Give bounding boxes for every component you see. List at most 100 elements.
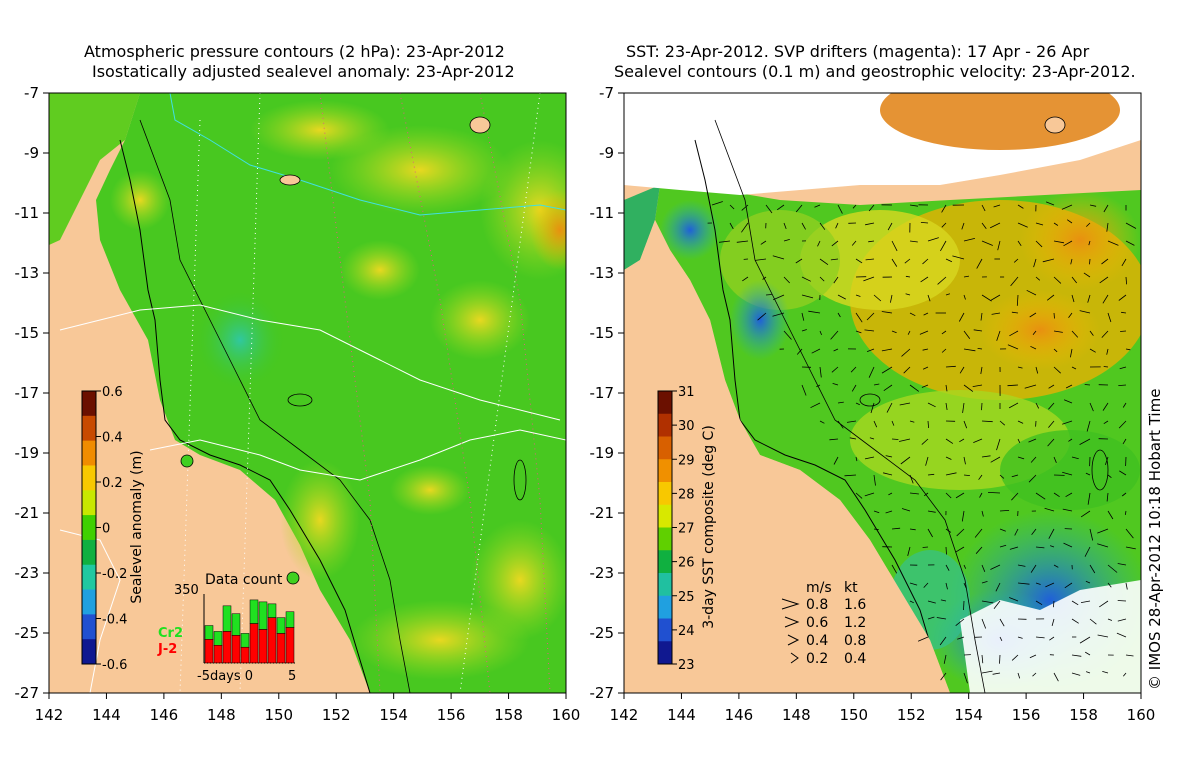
velocity-vector <box>945 293 951 296</box>
velocity-vector <box>816 384 821 388</box>
left-colorbar-segment <box>82 589 96 615</box>
velocity-vector <box>945 456 952 460</box>
velocity-vector <box>899 438 911 442</box>
velocity-vector <box>760 240 767 245</box>
velocity-vector <box>981 510 984 517</box>
velocity-vector <box>1014 528 1019 536</box>
velocity-vector <box>810 402 821 409</box>
left-x-tick-label: 158 <box>494 706 523 724</box>
right-x-tick-label: 158 <box>1069 706 1098 724</box>
right-y-tick-label: -27 <box>590 684 615 702</box>
velocity-vector <box>831 240 839 247</box>
left-colorbar-segment <box>82 639 96 665</box>
velocity-vector <box>1009 546 1019 550</box>
velocity-vector <box>927 528 933 538</box>
velocity-vector <box>963 348 976 352</box>
right-x-tick-label: 142 <box>610 706 639 724</box>
velocity-vector <box>762 276 767 280</box>
velocity-legend: m/s kt 0.8 1.6 0.6 1.2 0.4 0.8 0.2 0.4 <box>781 580 866 667</box>
velocity-vector <box>907 546 911 557</box>
right-map <box>624 93 1141 693</box>
velocity-vector <box>837 312 841 318</box>
velocity-vector <box>945 546 947 555</box>
velocity-vector <box>923 312 929 316</box>
data-count-bar-j2 <box>204 639 214 664</box>
velocity-vector <box>974 528 983 538</box>
velocity-vector <box>1035 276 1041 281</box>
velocity-vector <box>955 618 965 627</box>
left-colorbar-segment <box>82 614 96 640</box>
velocity-vector <box>945 492 952 499</box>
left-y-tick-label: -13 <box>15 264 40 282</box>
velocity-vector <box>993 204 1001 208</box>
velocity-vector <box>1125 654 1134 657</box>
velocity-vector <box>801 222 806 230</box>
velocity-legend-ms: 0.4 <box>806 633 828 649</box>
right-colorbar-tick-label: 25 <box>678 590 695 605</box>
velocity-vector <box>1102 294 1109 304</box>
velocity-vector <box>1007 384 1019 387</box>
right-y-tick-label: -19 <box>590 444 615 462</box>
velocity-vector <box>783 330 792 340</box>
velocity-vector <box>976 258 983 269</box>
left-colorbar-segment <box>82 440 96 466</box>
right-title-line1: SST: 23-Apr-2012. SVP drifters (magenta)… <box>626 42 1090 61</box>
velocity-vector <box>1120 330 1127 332</box>
velocity-vector <box>850 366 857 373</box>
velocity-vector <box>1065 492 1073 498</box>
velocity-vector <box>963 474 970 476</box>
velocity-vector <box>1017 564 1026 567</box>
velocity-vector <box>1119 470 1127 476</box>
velocity-vector <box>1063 240 1073 247</box>
velocity-vector <box>1063 542 1073 548</box>
velocity-vector <box>801 384 807 396</box>
left-axes: 142 144 146 148 150 152 154 156 158 160 -7 -9 -11 -13… <box>15 84 581 724</box>
velocity-vector <box>1024 384 1037 389</box>
velocity-vector <box>873 294 882 302</box>
velocity-vector <box>783 276 790 284</box>
velocity-vector <box>1122 402 1127 408</box>
velocity-vector <box>981 420 993 423</box>
left-title-line2: Isostatically adjusted sealevel anomaly:… <box>92 62 515 81</box>
velocity-vector <box>1097 543 1109 548</box>
right-colorbar-tick-label: 31 <box>678 385 695 400</box>
velocity-legend-kt: 0.8 <box>844 633 866 649</box>
velocity-vector <box>801 312 805 321</box>
velocity-vector <box>873 383 880 386</box>
data-count-bar-cr2 <box>222 605 232 632</box>
velocity-vector <box>1124 510 1127 515</box>
velocity-vector <box>1107 240 1119 246</box>
velocity-vector <box>909 528 916 531</box>
right-colorbar-segment <box>658 618 672 642</box>
velocity-vector <box>937 276 947 285</box>
data-count-title: Data count <box>205 572 283 588</box>
left-map <box>49 93 566 693</box>
velocity-vector <box>1107 564 1118 573</box>
right-x-tick-label: 156 <box>1012 706 1041 724</box>
left-colorbar-segment <box>82 465 96 491</box>
velocity-vector <box>959 438 965 443</box>
right-colorbar-tick-label: 29 <box>678 453 695 468</box>
velocity-vector <box>957 636 965 640</box>
velocity-vector <box>1099 600 1109 608</box>
velocity-vector <box>855 492 863 499</box>
velocity-vector <box>945 472 957 476</box>
velocity-vector <box>963 238 975 242</box>
right-colorbar-tick-label: 23 <box>678 658 695 673</box>
velocity-vector <box>1097 528 1109 534</box>
velocity-vector <box>1071 366 1077 370</box>
right-colorbar-tick-label: 26 <box>678 556 695 571</box>
velocity-vector <box>981 222 987 229</box>
velocity-vector <box>755 258 767 261</box>
right-x-tick-label: 154 <box>954 706 983 724</box>
velocity-vector <box>921 384 929 388</box>
velocity-vector <box>999 544 1007 548</box>
velocity-vector <box>962 402 965 413</box>
velocity-vector <box>963 384 974 392</box>
velocity-legend-kt: 0.4 <box>844 651 866 667</box>
data-count-bar-cr2 <box>267 603 277 618</box>
velocity-vector <box>1045 582 1055 588</box>
right-colorbar-tick-label: 27 <box>678 522 695 537</box>
velocity-vector <box>955 546 965 553</box>
velocity-vector <box>1079 438 1091 445</box>
